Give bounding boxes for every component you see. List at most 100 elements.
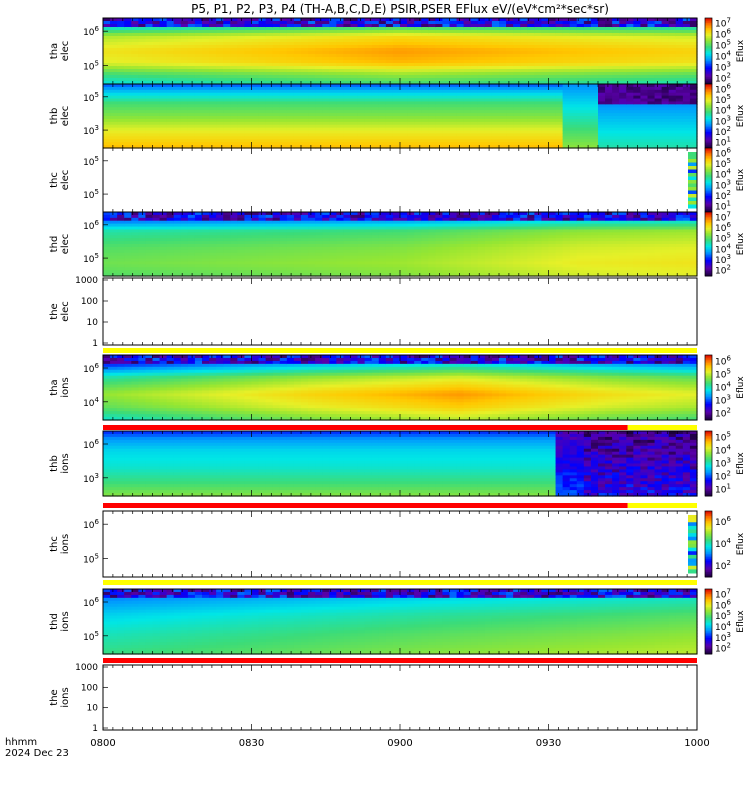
spectrogram-cell xyxy=(308,75,316,79)
spectrogram-cell xyxy=(166,101,175,105)
spectrogram-cell xyxy=(654,42,663,46)
spectrogram-cell xyxy=(371,121,380,126)
spectrogram-cell xyxy=(166,63,175,67)
spectrogram-cell xyxy=(244,81,253,85)
spectrogram-cell xyxy=(414,30,422,34)
spectrogram-cell xyxy=(470,69,479,73)
spectrogram-cell xyxy=(562,30,571,34)
spectrogram-cell xyxy=(392,142,401,146)
spectrogram-cell xyxy=(131,51,139,55)
spectrogram-cell xyxy=(223,104,231,108)
spectrogram-cell xyxy=(152,75,161,79)
spectrogram-cell xyxy=(336,84,345,88)
spectrogram-cell xyxy=(152,57,161,61)
spectrogram-cell xyxy=(371,54,380,58)
spectrogram-cell xyxy=(688,204,697,209)
spectrogram-cell xyxy=(180,33,189,37)
colorbar-swatch xyxy=(705,46,712,49)
spectrogram-cell xyxy=(124,24,132,28)
spectrogram-cell xyxy=(173,36,182,40)
spectrogram-cell xyxy=(152,145,161,149)
spectrogram-cell xyxy=(301,66,309,70)
spectrogram-cell xyxy=(689,30,698,34)
spectrogram-cell xyxy=(237,57,246,61)
spectrogram-cell xyxy=(138,72,147,76)
spectrogram-cell xyxy=(173,130,182,135)
spectrogram-cell xyxy=(308,104,316,108)
spectrogram-cell xyxy=(491,54,500,58)
spectrogram-cell xyxy=(647,51,656,55)
spectrogram-cell xyxy=(392,30,401,34)
spectrogram-cell xyxy=(293,84,302,88)
spectrogram-cell xyxy=(166,113,175,117)
spectrogram-cell xyxy=(301,75,309,79)
spectrogram-cell xyxy=(138,63,147,67)
spectrogram-cell xyxy=(124,118,132,123)
spectrogram-cell xyxy=(237,48,246,52)
spectrogram-cell xyxy=(223,57,231,61)
spectrogram-cell xyxy=(209,130,217,135)
spectrogram-cell xyxy=(216,136,224,140)
spectrogram-cell xyxy=(223,24,231,28)
spectrogram-cell xyxy=(159,42,168,46)
spectrogram-cell xyxy=(555,48,564,52)
spectrogram-cell xyxy=(265,136,274,140)
spectrogram-cell xyxy=(640,36,649,40)
spectrogram-cell xyxy=(626,48,634,52)
spectrogram-cell xyxy=(343,118,352,123)
spectrogram-cell xyxy=(187,116,196,120)
spectrogram-cell xyxy=(279,75,288,79)
spectrogram-cell xyxy=(590,81,599,85)
spectrogram-cell xyxy=(251,89,260,94)
spectrogram-cell xyxy=(357,81,366,85)
spectrogram-cell xyxy=(301,72,309,76)
spectrogram-cell xyxy=(385,45,394,49)
spectrogram-cell xyxy=(301,116,309,120)
spectrogram-cell xyxy=(173,89,182,94)
spectrogram-cell xyxy=(251,72,260,76)
spectrogram-cell xyxy=(371,75,380,79)
spectrogram-cell xyxy=(258,39,267,43)
spectrogram-cell xyxy=(279,24,288,28)
spectrogram-cell xyxy=(110,145,118,149)
spectrogram-cell xyxy=(435,57,444,61)
spectrogram-cell xyxy=(555,69,564,73)
spectrogram-cell xyxy=(117,45,125,49)
spectrogram-cell xyxy=(350,60,359,64)
spectrogram-cell xyxy=(477,33,486,37)
spectrogram-cell xyxy=(209,124,217,129)
spectrogram-cell xyxy=(286,110,295,114)
spectrogram-cell xyxy=(180,18,189,22)
spectrogram-cell xyxy=(308,98,316,103)
spectrogram-cell xyxy=(124,107,132,111)
spectrogram-cell xyxy=(145,142,154,146)
spectrogram-cell xyxy=(194,66,203,70)
spectrogram-cell xyxy=(301,142,309,146)
spectrogram-cell xyxy=(251,104,260,108)
spectrogram-cell xyxy=(576,27,585,31)
spectrogram-cell xyxy=(230,116,238,120)
spectrogram-cell xyxy=(145,57,154,61)
spectrogram-cell xyxy=(244,89,253,94)
spectrogram-cell xyxy=(138,113,147,117)
spectrogram-cell xyxy=(640,24,649,28)
spectrogram-cell xyxy=(407,69,415,73)
spectrogram-cell xyxy=(499,66,507,70)
spectrogram-cell xyxy=(421,95,429,100)
spectrogram-cell xyxy=(117,36,125,40)
spectrogram-cell xyxy=(675,45,684,49)
spectrogram-cell xyxy=(258,133,267,137)
spectrogram-cell xyxy=(131,116,139,120)
spectrogram-cell xyxy=(499,36,507,40)
spectrogram-cell xyxy=(209,75,217,79)
spectrogram-cell xyxy=(329,27,337,31)
spectrogram-cell xyxy=(301,63,309,67)
spectrogram-cell xyxy=(293,121,302,126)
spectrogram-cell xyxy=(378,42,387,46)
spectrogram-cell xyxy=(350,110,359,114)
spectrogram-cell xyxy=(293,133,302,137)
spectrogram-cell xyxy=(378,51,387,55)
spectrogram-cell xyxy=(223,66,231,70)
spectrogram-cell xyxy=(117,101,125,105)
spectrogram-cell xyxy=(251,51,260,55)
